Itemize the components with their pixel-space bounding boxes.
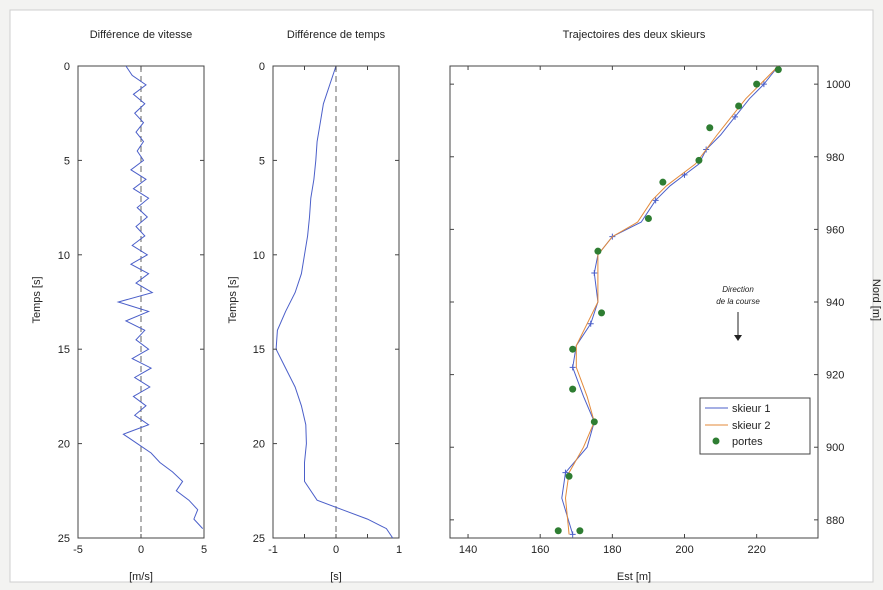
gate-marker: [659, 178, 667, 186]
panel-title: Différence de temps: [287, 29, 386, 41]
trajectory-marker: [732, 113, 739, 120]
y-tick-label: 25: [253, 533, 265, 545]
x-tick-label: 0: [333, 544, 339, 556]
gate-marker: [774, 66, 782, 74]
y-tick-label: 1000: [826, 79, 850, 91]
y-axis-label: Temps [s]: [31, 276, 43, 323]
annotation-line-2: de la course: [716, 297, 760, 306]
direction-annotation: Direction de la course: [716, 285, 760, 341]
y-tick-label: 0: [259, 61, 265, 73]
series-line-skieur-2: [564, 65, 779, 535]
gate-marker: [554, 527, 562, 535]
legend: skieur 1 skieur 2 portes: [699, 397, 811, 455]
y-tick-label: 880: [826, 515, 844, 527]
y-tick-label: 5: [259, 155, 265, 167]
x-tick-label: 1: [396, 544, 402, 556]
y-tick-label: 900: [826, 442, 844, 454]
panel-title: Différence de vitesse: [90, 29, 193, 41]
x-axis-label: [s]: [330, 571, 342, 583]
legend-label-skieur-2: skieur 2: [732, 420, 771, 432]
x-tick-label: 0: [138, 544, 144, 556]
annotation-line-1: Direction: [722, 285, 754, 294]
gate-marker: [569, 385, 577, 393]
trajectory-marker: [652, 197, 659, 204]
gate-marker: [753, 80, 761, 88]
figure-frame: [9, 9, 874, 583]
legend-swatch-portes: [712, 437, 720, 445]
trajectory-marker: [760, 81, 767, 88]
trajectory-marker: [562, 469, 569, 476]
y-tick-label: 15: [253, 344, 265, 356]
panel-title: Trajectoires des deux skieurs: [563, 29, 706, 41]
gate-marker: [565, 472, 573, 480]
series-line: [275, 65, 394, 539]
y-tick-label: 960: [826, 224, 844, 236]
trajectory-marker: [591, 269, 598, 276]
trajectory-marker: [569, 364, 576, 371]
y-axis-label: Nord [m]: [870, 279, 882, 321]
panel-trajectories: Trajectoires des deux skieurs 140 160 180 2…: [449, 29, 882, 583]
x-tick-label: -1: [268, 544, 278, 556]
gate-marker: [576, 527, 584, 535]
y-tick-label: 20: [253, 439, 265, 451]
x-axis-label: [m/s]: [129, 571, 153, 583]
trajectory-marker: [587, 320, 594, 327]
gate-marker: [735, 102, 743, 110]
y-tick-label: 10: [58, 250, 70, 262]
x-tick-label: 5: [201, 544, 207, 556]
legend-box: [699, 397, 811, 455]
gate-marker: [590, 418, 598, 426]
x-tick-label: 220: [747, 544, 765, 556]
y-axis-label: Temps [s]: [227, 276, 239, 323]
y-tick-label: 20: [58, 439, 70, 451]
y-tick-label: 980: [826, 152, 844, 164]
gate-marker: [644, 214, 652, 222]
gate-marker: [706, 124, 714, 132]
y-tick-label: 0: [64, 61, 70, 73]
x-tick-label: 140: [459, 544, 477, 556]
x-tick-label: 200: [675, 544, 693, 556]
panel-speed-difference: Différence de vitesse -5 0 5 0 5 10 15 20 25 [m/…: [31, 29, 207, 583]
x-axis-label: Est [m]: [617, 571, 651, 583]
trajectory-marker: [681, 171, 688, 178]
direction-arrow-head: [734, 335, 742, 341]
gate-marker: [695, 156, 703, 164]
legend-label-skieur-1: skieur 1: [732, 403, 771, 415]
x-tick-label: 180: [603, 544, 621, 556]
x-tick-label: -5: [73, 544, 83, 556]
gate-marker: [569, 345, 577, 353]
series-line: [116, 65, 204, 529]
x-tick-label: 160: [531, 544, 549, 556]
y-tick-label: 5: [64, 155, 70, 167]
gate-marker: [594, 247, 602, 255]
gate-marker: [598, 309, 606, 317]
y-tick-label: 10: [253, 250, 265, 262]
y-tick-label: 940: [826, 297, 844, 309]
y-tick-label: 15: [58, 344, 70, 356]
legend-label-portes: portes: [732, 436, 763, 448]
y-tick-label: 920: [826, 370, 844, 382]
y-tick-label: 25: [58, 533, 70, 545]
trajectory-marker: [569, 531, 576, 538]
